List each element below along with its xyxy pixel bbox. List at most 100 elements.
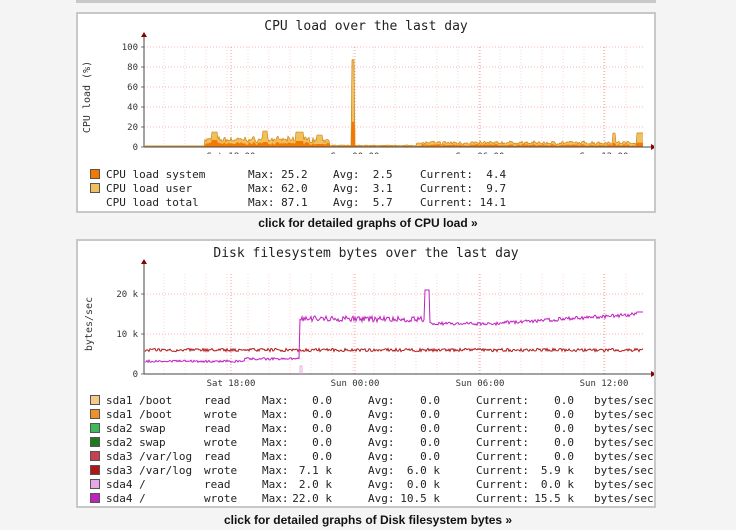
disk-legend: sda1 /boot read Max: 0.0 Avg: 0.0 Current: 0.0 b…: [90, 394, 654, 506]
y-tick-label: 20: [127, 123, 138, 133]
series-line-cpu-load-total: [145, 59, 643, 147]
legend-swatch: [90, 409, 100, 419]
legend-device: sda3 /var/log: [106, 464, 193, 477]
legend-series-name: CPU load user: [106, 182, 193, 195]
x-tick-label: Sat 18:00: [207, 379, 256, 389]
legend-max-label: Max:: [262, 408, 289, 421]
legend-current: Current: 14.1: [420, 196, 507, 209]
disk-bytes-chart: 0 10 k 20 k Sat 18:00 Sun 00:00 Sun 06:00 Sun …: [84, 259, 654, 389]
y-tick-label: 10 k: [116, 330, 138, 340]
disk-legend-row: sda1 /boot wrote Max: 0.0 Avg: 0.0 Current: 0.0…: [90, 408, 654, 422]
legend-max-label: Max:: [262, 436, 289, 449]
legend-max-label: Max:: [262, 464, 289, 477]
legend-max: 0.0: [312, 450, 332, 463]
legend-operation: read: [204, 422, 231, 435]
legend-max: Max: 25.2: [248, 168, 308, 181]
legend-current-label: Current:: [476, 436, 529, 449]
legend-avg: 0.0: [420, 422, 440, 435]
legend-current: Current: 9.7: [420, 182, 507, 195]
legend-max: 0.0: [312, 436, 332, 449]
legend-avg: Avg: 2.5: [333, 168, 393, 181]
legend-current-label: Current:: [476, 478, 529, 491]
legend-max-label: Max:: [262, 492, 289, 505]
y-axis-label: bytes/sec: [84, 297, 95, 351]
cpu-load-chart: 0 20 40 60 80 100 Sat 18:00 Sun 00:00 Sun 06:00 S…: [82, 32, 654, 154]
cpu-legend-row: CPU load total Max: 87.1 Avg: 5.7 Current: …: [90, 196, 506, 210]
legend-avg: 0.0: [420, 394, 440, 407]
disk-details-link[interactable]: click for detailed graphs of Disk filesy…: [223, 513, 513, 527]
legend-device: sda1 /boot: [106, 408, 173, 421]
cpu-details-link[interactable]: click for detailed graphs of CPU load »: [258, 216, 478, 230]
legend-avg-label: Avg:: [368, 408, 395, 421]
legend-swatch: [90, 423, 100, 433]
legend-swatch: [90, 169, 100, 179]
legend-swatch: [90, 479, 100, 489]
x-tick-label: Sun 12:00: [580, 379, 629, 389]
legend-device: sda3 /var/log: [106, 450, 193, 463]
legend-current: 0.0: [554, 422, 574, 435]
legend-max: 0.0: [312, 394, 332, 407]
legend-operation: read: [204, 478, 231, 491]
disk-legend-row: sda1 /boot read Max: 0.0 Avg: 0.0 Current: 0.0 b…: [90, 394, 654, 408]
legend-device: sda2 swap: [106, 422, 166, 435]
y-tick-label: 0: [133, 370, 138, 380]
cpu-chart-title: CPU load over the last day: [264, 19, 468, 34]
legend-current-label: Current:: [476, 464, 529, 477]
legend-swatch: [90, 395, 100, 405]
x-tick-label: Sun 06:00: [456, 152, 505, 154]
y-axis-arrow: [141, 259, 147, 264]
disk-chart-title: Disk filesystem bytes over the last day: [213, 246, 519, 261]
legend-avg: 0.0: [420, 450, 440, 463]
legend-swatch: [90, 451, 100, 461]
legend-avg: Avg: 5.7: [333, 196, 393, 209]
legend-current: Current: 4.4: [420, 168, 507, 181]
legend-swatch: [90, 437, 100, 447]
legend-unit: bytes/sec: [594, 478, 654, 491]
disk-legend-row: sda3 /var/log wrote Max: 7.1 k Avg: 6.0 k Curr…: [90, 464, 654, 478]
legend-series-name: CPU load system: [106, 168, 206, 181]
legend-device: sda1 /boot: [106, 394, 173, 407]
previous-panel-edge: [76, 0, 656, 3]
y-axis-arrow: [141, 32, 147, 37]
y-tick-label: 20 k: [116, 290, 138, 300]
y-axis-label: CPU load (%): [82, 61, 93, 133]
legend-avg: 0.0 k: [406, 478, 440, 491]
x-axis-arrow: [651, 371, 654, 377]
legend-avg-label: Avg:: [368, 464, 395, 477]
legend-avg: 0.0: [420, 408, 440, 421]
legend-current-label: Current:: [476, 408, 529, 421]
legend-max: 0.0: [312, 422, 332, 435]
legend-device: sda2 swap: [106, 436, 166, 449]
cpu-legend-row: CPU load user Max: 62.0 Avg: 3.1 Current: 9…: [90, 182, 506, 196]
legend-unit: bytes/sec: [594, 492, 654, 505]
legend-max-label: Max:: [262, 422, 289, 435]
legend-current-label: Current:: [476, 422, 529, 435]
legend-avg: Avg: 3.1: [333, 182, 393, 195]
legend-unit: bytes/sec: [594, 408, 654, 421]
legend-max: 22.0 k: [292, 492, 332, 505]
legend-current-label: Current:: [476, 394, 529, 407]
legend-series-name: CPU load total: [106, 196, 199, 209]
cpu-legend-row: CPU load system Max: 25.2 Avg: 2.5 Current:…: [90, 168, 506, 182]
x-tick-label: Sun 00:00: [331, 152, 380, 154]
legend-max: 2.0 k: [298, 478, 332, 491]
x-tick-label: Sun 00:00: [331, 379, 380, 389]
disk-legend-row: sda4 / read Max: 2.0 k Avg: 0.0 k Current: 0.0 …: [90, 478, 654, 492]
legend-avg-label: Avg:: [368, 394, 395, 407]
legend-unit: bytes/sec: [594, 450, 654, 463]
legend-unit: bytes/sec: [594, 394, 654, 407]
legend-device: sda4 /: [106, 492, 146, 505]
legend-unit: bytes/sec: [594, 464, 654, 477]
legend-current: 0.0: [554, 408, 574, 421]
legend-device: sda4 /: [106, 478, 146, 491]
series-area-cpu-load-user: [145, 59, 643, 147]
disk-legend-row: sda4 / wrote Max: 22.0 k Avg: 10.5 k Current: 1…: [90, 492, 654, 506]
legend-unit: bytes/sec: [594, 422, 654, 435]
legend-max: Max: 87.1: [248, 196, 308, 209]
legend-operation: wrote: [204, 408, 238, 421]
x-tick-label: Sun 06:00: [456, 379, 505, 389]
legend-swatch: [90, 493, 100, 503]
legend-current: 15.5 k: [534, 492, 574, 505]
disk-legend-row: sda2 swap wrote Max: 0.0 Avg: 0.0 Current: 0.0 b…: [90, 436, 654, 450]
legend-operation: wrote: [204, 436, 238, 449]
